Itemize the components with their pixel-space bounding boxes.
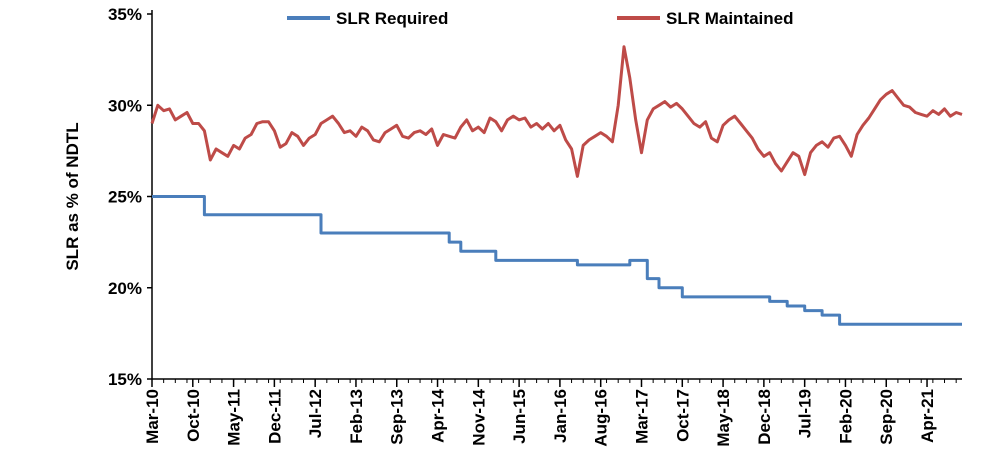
y-tick-label: 15%	[108, 370, 142, 389]
x-tick-label: Mar-17	[632, 389, 651, 444]
legend: SLR Required SLR Maintained	[287, 9, 794, 28]
x-tick-label: Feb-20	[836, 389, 855, 444]
series-layer	[150, 45, 963, 326]
axes: 15% 20% 25% 30% 35% Mar-10 Oct-10 May-11 Dec-11 J…	[108, 5, 962, 447]
y-tick-label: 35%	[108, 5, 142, 24]
y-tick-label: 20%	[108, 279, 142, 298]
x-tick-label: Apr-14	[429, 388, 448, 442]
x-tick-label: Feb-13	[347, 389, 366, 444]
x-tick-label: Nov-14	[469, 388, 488, 445]
x-tick-label: Aug-16	[592, 389, 611, 447]
series-line-slr-maintained	[150, 45, 963, 178]
x-tick-label: Jan-16	[551, 389, 570, 443]
x-tick-label: Jul-12	[306, 389, 325, 438]
x-tick-label: Dec-18	[755, 389, 774, 445]
x-tick-label: Dec-11	[265, 389, 284, 444]
x-tick-label: Jul-19	[796, 389, 815, 438]
x-tick-label: May-11	[225, 389, 244, 446]
x-tick-label: Jun-15	[510, 389, 529, 444]
x-tick-label: Oct-10	[184, 389, 203, 442]
x-tick-label: May-18	[714, 389, 733, 447]
x-tick-label: Sep-13	[388, 389, 407, 445]
y-tick-label: 25%	[108, 188, 142, 207]
legend-label: SLR Required	[336, 9, 448, 28]
x-tick-label: Mar-10	[143, 389, 162, 444]
x-tick-label: Oct-17	[673, 389, 692, 442]
series-line-slr-required	[152, 195, 962, 326]
legend-label: SLR Maintained	[666, 9, 794, 28]
y-tick-label: 30%	[108, 96, 142, 115]
x-tick-label: Apr-21	[918, 389, 937, 443]
x-tick-label: Sep-20	[877, 389, 896, 445]
y-axis-title: SLR as % of NDTL	[63, 122, 82, 270]
